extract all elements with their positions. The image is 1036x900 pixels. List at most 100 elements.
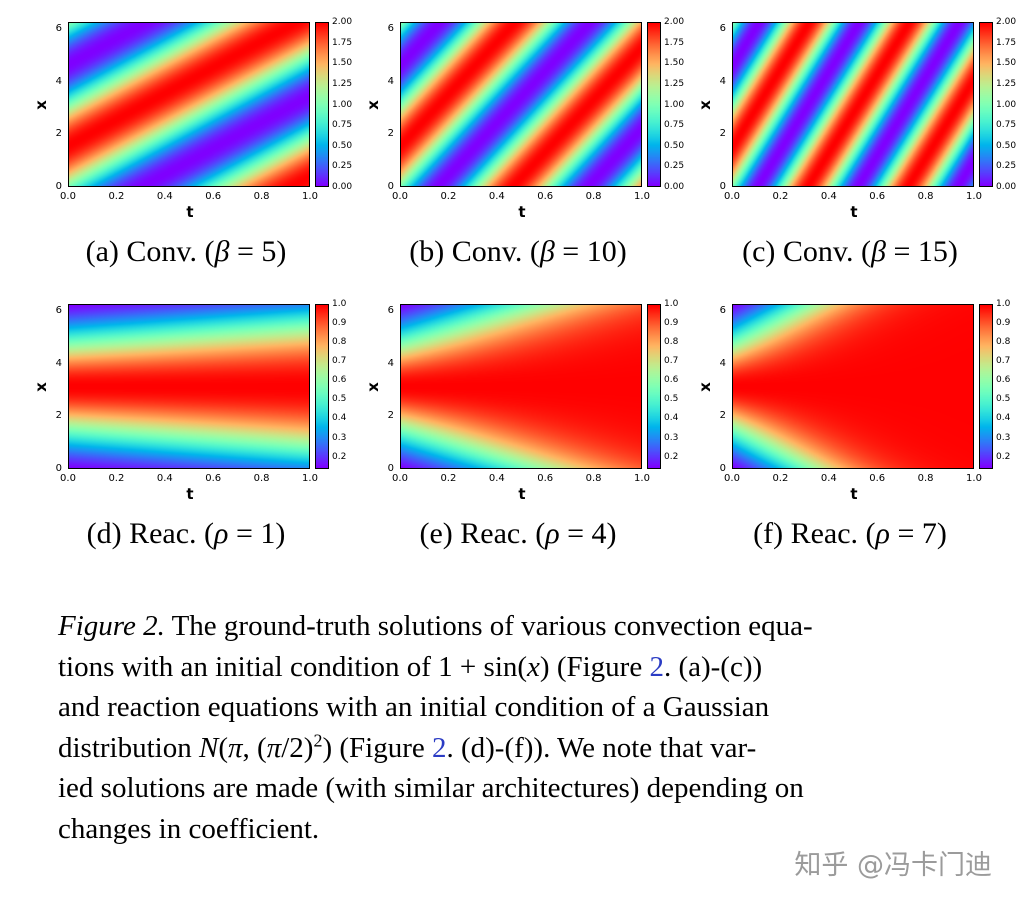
colorbar-tick-label: 1.25 [664, 78, 685, 89]
colorbar-tick-label: 0.00 [996, 182, 1017, 192]
colorbar-tick-label: 0.2 [664, 451, 679, 462]
y-tick-label: 0 [387, 181, 394, 192]
x-tick-label: 0.8 [585, 473, 602, 484]
colorbar-tick-label: 0.2 [332, 451, 347, 462]
y-tick-label: 0 [55, 181, 62, 192]
y-axis-ticks: 0 2 4 6 [22, 22, 64, 192]
x-tick-label: 0.8 [253, 473, 270, 484]
x-tick-label: 0.0 [724, 473, 740, 484]
caption-text-run: π [266, 731, 282, 764]
caption-text-run: = 5) [229, 235, 287, 268]
colorbar-ticks: 0.00 0.25 0.50 0.75 1.00 1.25 1.50 1.75 2.00 [996, 17, 1017, 192]
colorbar-tick-label: 2.00 [996, 17, 1017, 27]
x-axis-label: t [518, 485, 526, 503]
x-tick-label: 0.8 [917, 473, 934, 484]
x-tick-label: 0.2 [440, 191, 457, 202]
x-tick-label: 0.2 [440, 473, 457, 484]
colorbar-ticks: 0.00 0.25 0.50 0.75 1.00 1.25 1.50 1.75 2.00 [664, 17, 685, 192]
x-tick-label: 0.2 [108, 473, 125, 484]
colorbar-tick-label: 0.25 [996, 161, 1017, 172]
x-tick-label: 0.0 [392, 473, 408, 484]
x-axis-ticks: 0.0 0.2 0.4 0.6 0.8 1.0 [60, 473, 318, 485]
reaction-captions-row: (d) Reac. (ρ = 1) (e) Reac. (ρ = 4) (f) … [0, 516, 1036, 552]
colorbar-tick-label: 2.00 [664, 17, 685, 27]
caption-text-run: 2 [431, 731, 447, 764]
caption-text-run: ) (Figure [322, 731, 432, 764]
colorbar-tick-label: 0.4 [332, 413, 347, 424]
colorbar-tick-label: 0.9 [996, 318, 1011, 329]
y-tick-label: 4 [55, 357, 62, 369]
x-tick-label: 0.2 [772, 191, 789, 202]
heatmap-canvas [68, 304, 310, 469]
colorbar-tick-label: 1.0 [664, 299, 679, 309]
x-tick-label: 0.0 [392, 191, 408, 202]
x-tick-label: 0.0 [60, 473, 76, 484]
x-tick-label: 0.8 [585, 191, 602, 202]
y-axis-ticks: 0 2 4 6 [22, 304, 64, 474]
y-tick-label: 6 [719, 23, 726, 35]
colorbar-canvas [315, 22, 329, 187]
caption-text-run: ρ [214, 517, 229, 550]
heatmap-canvas [732, 304, 974, 469]
colorbar-tick-label: 0.3 [332, 432, 347, 443]
x-axis-ticks: 0.0 0.2 0.4 0.6 0.8 1.0 [392, 191, 650, 203]
y-axis-ticks: 0 2 4 6 [686, 304, 728, 474]
y-tick-label: 2 [719, 128, 726, 140]
colorbar-tick-label: 0.5 [664, 394, 679, 405]
x-tick-label: 0.6 [537, 473, 554, 484]
y-tick-label: 4 [387, 75, 394, 87]
x-tick-label: 1.0 [634, 191, 650, 202]
x-tick-label: 1.0 [302, 473, 318, 484]
colorbar-tick-label: 1.0 [996, 299, 1011, 309]
x-axis-label: t [186, 485, 194, 503]
y-tick-label: 2 [719, 410, 726, 422]
colorbar-tick-label: 0.75 [996, 120, 1017, 131]
colorbar-tick-label: 0.75 [332, 120, 353, 131]
caption-text-run: ied solutions are made (with similar arc… [58, 772, 804, 805]
colorbar-tick-label: 0.4 [664, 413, 679, 424]
colorbar-tick-label: 0.9 [332, 318, 347, 329]
colorbar-tick-label: 1.00 [664, 99, 685, 110]
colorbar-tick-label: 0.8 [996, 337, 1011, 348]
heatmap-canvas [68, 22, 310, 187]
colorbar-tick-label: 1.25 [996, 78, 1017, 89]
x-axis-label: t [850, 203, 858, 221]
colorbar-canvas [647, 22, 661, 187]
y-tick-label: 6 [387, 305, 394, 317]
caption-text-run: (b) Conv. ( [409, 235, 540, 268]
caption-text-run: = 7) [889, 517, 947, 550]
x-axis-label: t [850, 485, 858, 503]
x-tick-label: 0.6 [869, 473, 886, 484]
y-tick-label: 6 [55, 305, 62, 317]
x-tick-label: 0.6 [537, 191, 554, 202]
colorbar-tick-label: 1.50 [332, 58, 353, 69]
caption-text-run: ρ [875, 517, 890, 550]
caption-text-run: β [214, 235, 230, 268]
x-tick-label: 0.6 [205, 473, 222, 484]
y-tick-label: 0 [387, 463, 394, 474]
colorbar-tick-label: 1.00 [996, 99, 1017, 110]
y-tick-label: 2 [55, 410, 62, 422]
colorbar-tick-label: 1.00 [332, 99, 353, 110]
colorbar-canvas [647, 304, 661, 469]
caption-text-run: = 4) [559, 517, 617, 550]
figure-caption: Figure 2. The ground-truth solutions of … [58, 606, 1000, 850]
colorbar-tick-label: 2.00 [332, 17, 353, 27]
caption-text-run: ( [218, 731, 228, 764]
x-tick-label: 1.0 [966, 191, 982, 202]
y-tick-label: 4 [719, 75, 726, 87]
colorbar-tick-label: 0.00 [332, 182, 353, 192]
colorbar-tick-label: 0.4 [996, 413, 1011, 424]
caption-text-run: = 1) [228, 517, 286, 550]
x-tick-label: 0.4 [820, 473, 837, 484]
x-tick-label: 0.6 [205, 191, 222, 202]
y-tick-label: 6 [719, 305, 726, 317]
colorbar-tick-label: 1.75 [664, 37, 685, 48]
x-tick-label: 0.4 [156, 191, 173, 202]
x-tick-label: 0.4 [488, 473, 505, 484]
colorbar-tick-label: 1.50 [664, 58, 685, 69]
caption-text-run: = 15) [885, 235, 958, 268]
